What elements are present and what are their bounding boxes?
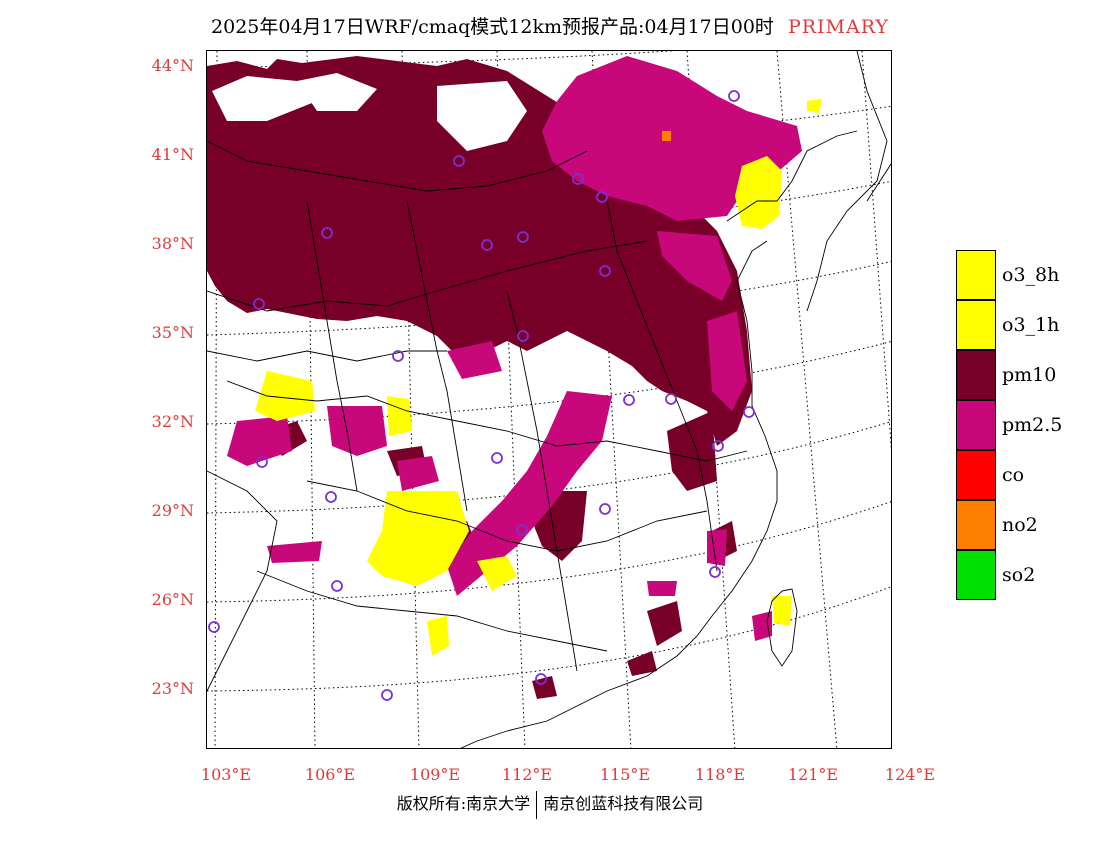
circle-marker-icon <box>623 394 635 406</box>
lat-label-35: 35°N <box>151 323 194 342</box>
station-markers <box>208 90 755 701</box>
lat-label-26: 26°N <box>151 590 194 609</box>
lat-label-29: 29°N <box>151 501 194 520</box>
circle-marker-icon <box>517 231 529 243</box>
lat-label-44: 44°N <box>151 56 194 75</box>
province-boundaries <box>207 51 891 748</box>
circle-marker-icon <box>321 227 333 239</box>
lat-label-38: 38°N <box>151 234 194 253</box>
coastline <box>460 130 858 748</box>
circle-marker-icon <box>253 298 265 310</box>
title-main: 2025年04月17日WRF/cmaq模式12km预报产品:04月17日00时 <box>211 16 774 38</box>
legend-swatch-pm10 <box>956 350 996 400</box>
legend-label-pm10: pm10 <box>1002 364 1057 386</box>
copyright-footer: 版权所有:南京大学 南京创蓝科技有限公司 <box>0 790 1100 819</box>
circle-marker-icon <box>256 456 268 468</box>
lon-label-121: 121°E <box>787 765 839 784</box>
grid-lon-124 <box>861 51 891 451</box>
border-2 <box>207 350 447 362</box>
footer-separator <box>536 790 538 819</box>
legend-label-o3-1h: o3_1h <box>1002 314 1060 336</box>
legend-label-no2: no2 <box>1002 514 1038 536</box>
lat-label-23: 23°N <box>151 679 194 698</box>
circle-marker-icon <box>599 265 611 277</box>
lon-label-109: 109°E <box>409 765 461 784</box>
border-11 <box>207 470 278 692</box>
lon-label-118: 118°E <box>694 765 746 784</box>
border-3 <box>226 380 748 462</box>
lon-label-112: 112°E <box>501 765 553 784</box>
circle-marker-icon <box>392 350 404 362</box>
lat-label-32: 32°N <box>151 412 194 431</box>
legend-swatch-so2 <box>956 550 996 600</box>
circle-marker-icon <box>572 173 584 185</box>
map-canvas <box>207 51 891 748</box>
circle-marker-icon <box>331 580 343 592</box>
korea-outline <box>806 51 891 312</box>
no2-region <box>662 131 671 141</box>
border-7 <box>406 200 468 512</box>
lon-label-115: 115°E <box>599 765 651 784</box>
legend-label-pm25: pm2.5 <box>1002 414 1063 436</box>
lon-label-124: 124°E <box>884 765 936 784</box>
circle-marker-icon <box>596 191 608 203</box>
legend-swatch-o3-1h <box>956 300 996 350</box>
border-1 <box>207 240 648 312</box>
circle-marker-icon <box>665 393 677 405</box>
border-8 <box>606 200 718 572</box>
circle-marker-icon <box>535 673 547 685</box>
lon-label-103: 103°E <box>200 765 252 784</box>
circle-marker-icon <box>325 491 337 503</box>
circle-marker-icon <box>453 155 465 167</box>
circle-marker-icon <box>517 330 529 342</box>
map-frame <box>206 50 892 749</box>
legend-label-so2: so2 <box>1002 564 1036 586</box>
legend-label-co: co <box>1002 464 1025 486</box>
legend-swatch-pm25 <box>956 400 996 450</box>
circle-marker-icon <box>728 90 740 102</box>
legend-swatch-o3-8h <box>956 250 996 300</box>
lon-label-106: 106°E <box>304 765 356 784</box>
grid-lat-29 <box>207 421 891 514</box>
border-9 <box>306 200 358 492</box>
footer-company: 南京创蓝科技有限公司 <box>543 794 704 813</box>
circle-marker-icon <box>743 406 755 418</box>
lat-label-41: 41°N <box>151 145 194 164</box>
pm25-region <box>227 56 802 641</box>
border-10 <box>207 140 588 192</box>
circle-marker-icon <box>381 689 393 701</box>
title-tag: PRIMARY <box>787 16 889 38</box>
border-4 <box>306 480 708 552</box>
border-5 <box>256 570 608 652</box>
circle-marker-icon <box>516 524 528 536</box>
legend-label-o3-8h: o3_8h <box>1002 264 1060 286</box>
circle-marker-icon <box>208 621 220 633</box>
map-title: 2025年04月17日WRF/cmaq模式12km预报产品:04月17日00时 P… <box>0 12 1100 39</box>
circle-marker-icon <box>481 239 493 251</box>
grid-lat-44 <box>207 51 677 69</box>
legend-swatch-co <box>956 450 996 500</box>
grid-lat-26 <box>207 501 891 603</box>
taiwan-outline <box>766 588 798 667</box>
circle-marker-icon <box>599 503 611 515</box>
legend-swatch-no2 <box>956 500 996 550</box>
circle-marker-icon <box>712 440 724 452</box>
footer-copyright: 版权所有:南京大学 <box>396 794 531 813</box>
circle-marker-icon <box>491 452 503 464</box>
circle-marker-icon <box>709 566 721 578</box>
